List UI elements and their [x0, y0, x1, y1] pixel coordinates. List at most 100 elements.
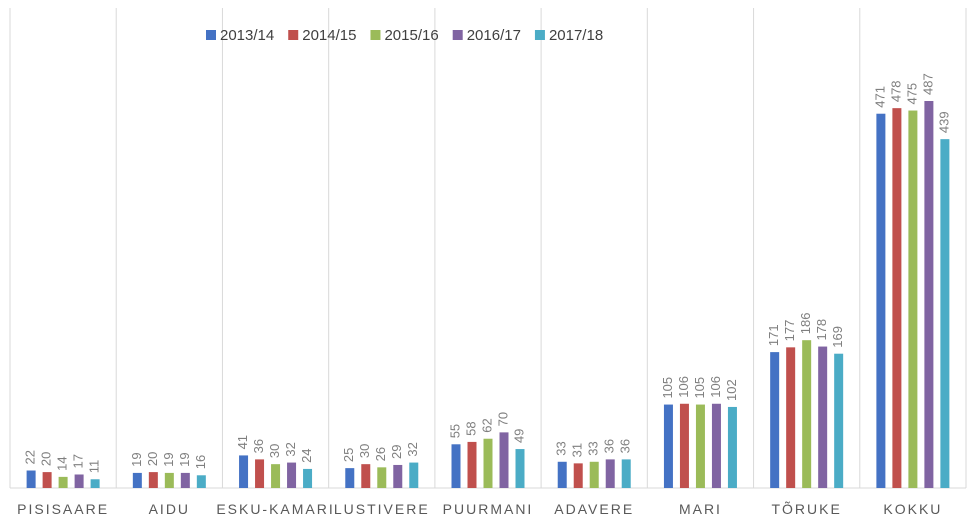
bar — [908, 110, 918, 488]
data-label: 439 — [936, 111, 951, 133]
bar — [239, 455, 249, 488]
bar — [164, 472, 174, 488]
bar — [345, 468, 355, 488]
data-label: 106 — [676, 376, 691, 398]
data-label: 106 — [708, 376, 723, 398]
bar — [451, 444, 461, 488]
legend-swatch — [288, 30, 299, 40]
data-label: 19 — [161, 452, 176, 466]
bar — [409, 462, 419, 488]
bar — [770, 352, 780, 488]
legend-swatch — [206, 30, 216, 40]
data-label: 177 — [782, 320, 797, 342]
bar — [818, 346, 828, 488]
data-label: 49 — [511, 429, 526, 443]
data-label: 22 — [23, 450, 38, 464]
bar — [924, 101, 934, 488]
data-label: 105 — [660, 377, 675, 399]
bar — [58, 476, 68, 488]
x-tick-label: MARI — [679, 501, 722, 517]
data-label: 11 — [87, 460, 102, 474]
data-label: 55 — [447, 424, 462, 438]
legend-swatch — [370, 30, 381, 40]
data-label: 171 — [766, 324, 781, 346]
data-label: 20 — [39, 452, 54, 466]
data-label: 19 — [129, 452, 144, 466]
data-label: 41 — [235, 435, 250, 449]
data-label: 16 — [193, 455, 208, 469]
bar — [573, 463, 583, 488]
data-label: 169 — [830, 326, 845, 348]
data-label: 30 — [357, 444, 372, 458]
bar — [303, 468, 313, 488]
bar — [786, 347, 796, 488]
bar — [605, 459, 615, 488]
data-label: 478 — [888, 80, 903, 102]
bar — [132, 472, 142, 488]
bar — [361, 464, 371, 488]
bar — [393, 464, 403, 488]
bar — [148, 472, 158, 488]
x-tick-label: PUURMANI — [443, 501, 534, 517]
x-tick-label: TÕRUKE — [771, 501, 841, 517]
data-label: 17 — [71, 454, 86, 468]
bar — [377, 467, 387, 488]
bar — [834, 353, 844, 488]
data-label: 29 — [389, 444, 404, 458]
data-label: 36 — [251, 439, 266, 453]
bar — [515, 449, 525, 488]
legend-label: 2016/17 — [467, 27, 521, 44]
bar — [711, 403, 721, 488]
data-label: 105 — [692, 377, 707, 399]
bar — [287, 462, 297, 488]
x-tick-label: ADAVERE — [554, 501, 634, 517]
bar — [42, 472, 52, 488]
bar — [621, 459, 631, 488]
data-label: 186 — [798, 312, 813, 334]
bar — [589, 461, 599, 488]
data-label: 36 — [618, 439, 633, 453]
x-tick-label: AIDU — [149, 501, 190, 517]
bar — [90, 479, 100, 488]
data-label: 36 — [602, 439, 617, 453]
bar — [727, 406, 737, 488]
data-label: 30 — [267, 444, 282, 458]
bar — [467, 441, 477, 488]
bar — [499, 432, 509, 488]
legend-swatch — [534, 30, 545, 40]
bar — [940, 139, 950, 488]
bar — [26, 470, 36, 488]
data-label: 58 — [463, 421, 478, 435]
legend-label: 2017/18 — [549, 27, 603, 44]
legend-label: 2014/15 — [302, 27, 356, 44]
data-label: 20 — [145, 452, 160, 466]
legend-label: 2015/16 — [384, 27, 438, 44]
data-label: 32 — [405, 442, 420, 456]
bar — [271, 464, 281, 488]
data-label: 33 — [554, 441, 569, 455]
data-label: 178 — [814, 319, 829, 341]
bar — [663, 404, 673, 488]
bar — [892, 108, 902, 488]
data-label: 24 — [299, 448, 314, 462]
legend-label: 2013/14 — [220, 27, 274, 44]
data-label: 26 — [373, 447, 388, 461]
x-tick-label: PISISAARE — [17, 501, 109, 517]
bar — [695, 404, 705, 488]
x-tick-label: KOKKU — [883, 501, 942, 517]
bar — [74, 474, 84, 488]
bar — [679, 403, 689, 488]
data-label: 70 — [495, 412, 510, 426]
data-label: 32 — [283, 442, 298, 456]
data-label: 471 — [872, 86, 887, 108]
data-label: 487 — [920, 73, 935, 95]
x-tick-label: LUSTIVERE — [334, 501, 430, 517]
bar — [802, 340, 812, 488]
data-label: 33 — [586, 441, 601, 455]
bar — [876, 113, 886, 489]
data-label: 475 — [904, 83, 919, 105]
legend-swatch — [452, 30, 463, 40]
data-label: 14 — [55, 456, 70, 470]
bar — [255, 459, 265, 488]
